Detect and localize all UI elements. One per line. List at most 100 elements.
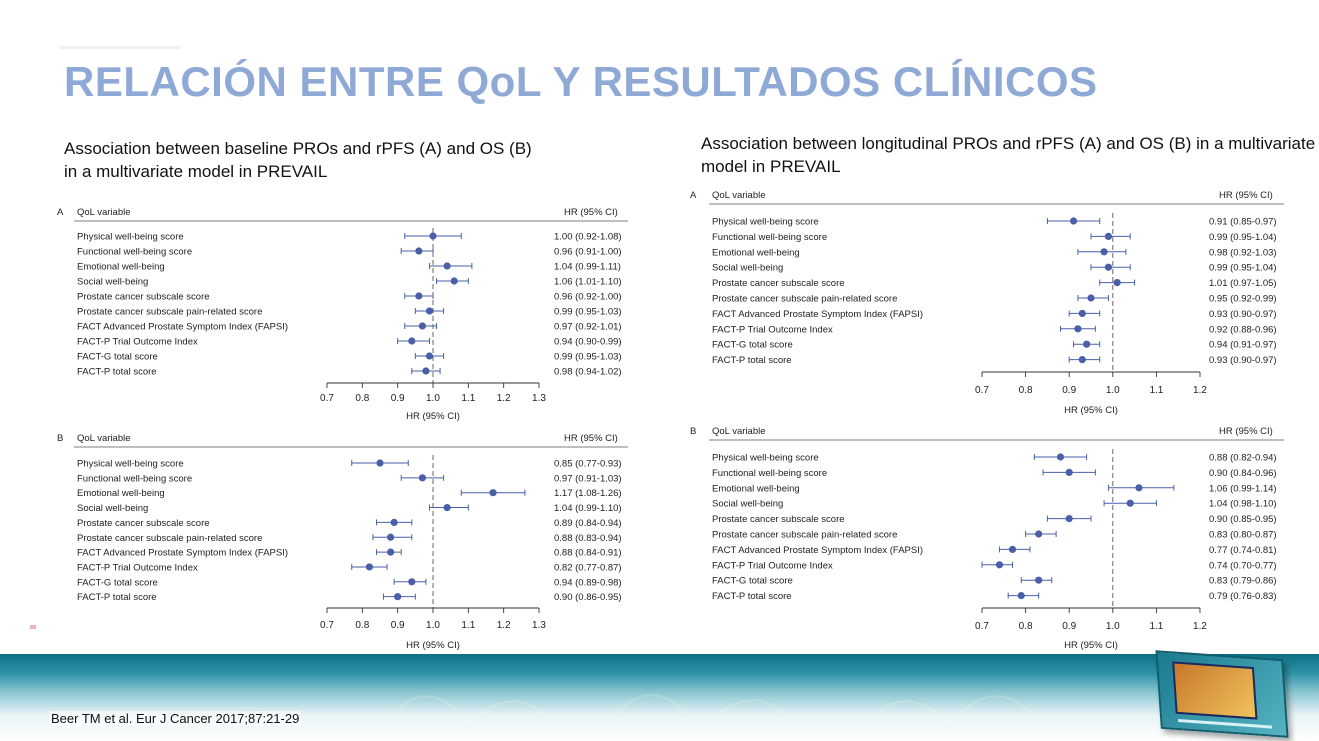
- row-hr-value: 0.94 (0.90-0.99): [554, 337, 622, 348]
- panel-letter: B: [690, 426, 696, 437]
- hr-point: [443, 262, 451, 270]
- row-hr-value: 0.83 (0.79-0.86): [1209, 576, 1277, 587]
- x-tick-label: 1.0: [426, 620, 440, 631]
- header-qol-variable: QoL variable: [77, 433, 131, 444]
- x-tick-label: 0.8: [1019, 385, 1033, 396]
- x-tick-label: 0.9: [391, 393, 405, 404]
- row-label: Prostate cancer subscale pain-related sc…: [712, 294, 897, 305]
- x-tick-label: 1.2: [1193, 621, 1207, 632]
- row-label: Prostate cancer subscale score: [77, 518, 210, 529]
- row-hr-value: 0.79 (0.76-0.83): [1209, 591, 1277, 602]
- row-hr-value: 0.88 (0.83-0.94): [554, 533, 622, 544]
- hr-point: [1104, 263, 1113, 271]
- x-tick-label: 1.0: [426, 393, 440, 404]
- row-label: FACT-G total score: [712, 576, 793, 587]
- slide-title: RELACIÓN ENTRE QoL Y RESULTADOS CLÍNICOS: [64, 58, 1098, 105]
- hr-point: [425, 352, 434, 360]
- row-hr-value: 0.94 (0.89-0.98): [554, 577, 622, 588]
- row-label: Emotional well-being: [712, 247, 800, 258]
- x-tick-label: 0.9: [1062, 385, 1076, 396]
- row-hr-value: 0.99 (0.95-1.04): [1209, 263, 1277, 274]
- row-label: Functional well-being score: [712, 232, 827, 243]
- row-hr-value: 0.93 (0.90-0.97): [1209, 309, 1277, 320]
- row-hr-value: 0.98 (0.92-1.03): [1209, 247, 1277, 258]
- row-hr-value: 1.00 (0.92-1.08): [554, 232, 622, 243]
- row-label: FACT-P total score: [712, 591, 792, 602]
- row-hr-value: 0.99 (0.95-1.04): [1209, 232, 1277, 243]
- x-tick-label: 1.0: [1106, 385, 1120, 396]
- row-label: FACT-G total score: [77, 577, 158, 588]
- header-qol-variable: QoL variable: [712, 190, 766, 201]
- x-tick-label: 0.7: [320, 393, 334, 404]
- row-hr-value: 1.04 (0.99-1.10): [554, 503, 622, 514]
- hr-point: [1065, 515, 1073, 523]
- row-label: Prostate cancer subscale score: [77, 292, 210, 303]
- hr-point: [1100, 248, 1108, 256]
- hr-point: [1035, 576, 1043, 584]
- x-tick-label: 1.1: [1149, 621, 1163, 632]
- x-tick-label: 0.7: [975, 385, 989, 396]
- hr-point: [1078, 309, 1086, 317]
- hr-point: [408, 578, 416, 586]
- row-label: Prostate cancer subscale pain-related sc…: [77, 307, 262, 318]
- forest-plots: A QoL variable HR (95% CI) Physical well-be…: [57, 190, 1284, 651]
- decorative-teal-band: [0, 654, 1319, 741]
- row-label: Social well-being: [77, 277, 148, 288]
- x-axis-label: HR (95% CI): [406, 640, 460, 651]
- hr-point: [418, 474, 426, 482]
- x-tick-label: 1.3: [532, 620, 546, 631]
- journal-cover-strip: [1178, 718, 1273, 729]
- header-qol-variable: QoL variable: [77, 207, 131, 218]
- header-qol-variable: QoL variable: [712, 426, 766, 437]
- row-label: Social well-being: [77, 503, 148, 514]
- row-label: Emotional well-being: [77, 488, 165, 499]
- row-hr-value: 0.89 (0.84-0.94): [554, 518, 622, 529]
- row-hr-value: 0.77 (0.74-0.81): [1209, 545, 1277, 556]
- row-label: Functional well-being score: [77, 473, 192, 484]
- hr-point: [1035, 530, 1043, 538]
- hr-point: [415, 247, 423, 255]
- hr-point: [443, 503, 451, 512]
- row-label: FACT-G total score: [77, 352, 158, 363]
- hr-point: [376, 459, 384, 467]
- row-label: FACT-P Trial Outcome Index: [77, 562, 198, 573]
- row-label: FACT Advanced Prostate Symptom Index (FA…: [712, 309, 923, 320]
- x-tick-label: 0.9: [1062, 621, 1076, 632]
- row-hr-value: 0.96 (0.92-1.00): [554, 292, 622, 303]
- header-hr-ci: HR (95% CI): [564, 207, 618, 218]
- row-label: Physical well-being score: [77, 232, 184, 243]
- header-hr-ci: HR (95% CI): [564, 433, 618, 444]
- x-tick-label: 0.8: [1019, 621, 1033, 632]
- row-hr-value: 1.06 (1.01-1.10): [554, 277, 622, 288]
- hr-point: [365, 563, 373, 571]
- row-hr-value: 0.83 (0.80-0.87): [1209, 530, 1277, 541]
- hr-point: [1135, 484, 1143, 492]
- row-label: FACT-P Trial Outcome Index: [712, 560, 833, 571]
- hr-point: [394, 593, 402, 601]
- row-label: Emotional well-being: [712, 483, 800, 494]
- x-tick-label: 1.0: [1106, 621, 1120, 632]
- row-hr-value: 1.01 (0.97-1.05): [1209, 278, 1277, 289]
- x-tick-label: 1.1: [461, 620, 475, 631]
- x-tick-label: 1.2: [1193, 385, 1207, 396]
- x-tick-label: 1.1: [461, 393, 475, 404]
- row-label: Prostate cancer subscale score: [712, 514, 845, 525]
- x-tick-label: 0.8: [355, 393, 369, 404]
- x-tick-label: 0.7: [975, 621, 989, 632]
- hr-point: [408, 337, 416, 345]
- hr-point: [387, 548, 395, 556]
- row-hr-value: 0.95 (0.92-0.99): [1209, 294, 1277, 305]
- row-hr-value: 0.97 (0.91-1.03): [554, 473, 622, 484]
- row-label: Social well-being: [712, 499, 783, 510]
- hr-point: [1087, 294, 1095, 302]
- row-label: Physical well-being score: [77, 459, 184, 470]
- row-label: Functional well-being score: [712, 468, 827, 479]
- row-hr-value: 1.04 (0.99-1.11): [554, 262, 621, 273]
- row-label: FACT-P total score: [77, 592, 157, 603]
- hr-point: [1056, 453, 1065, 461]
- hr-point: [415, 292, 423, 300]
- hr-point: [1104, 232, 1113, 240]
- x-tick-label: 1.2: [497, 620, 511, 631]
- row-hr-value: 0.90 (0.84-0.96): [1209, 468, 1277, 479]
- panel-letter: A: [690, 190, 697, 201]
